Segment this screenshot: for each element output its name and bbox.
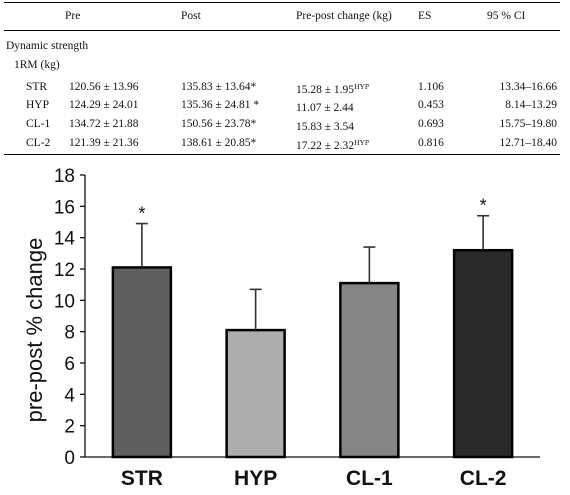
row-group: CL-2 — [26, 137, 51, 149]
row-es: 0.453 — [418, 99, 444, 111]
row-change: 11.07 ± 2.44 — [296, 102, 354, 114]
row-pre: 121.39 ± 21.36 — [69, 137, 139, 149]
bar — [339, 281, 400, 459]
y-tick-label: 10 — [54, 291, 75, 312]
row-change: 15.83 ± 3.54 — [296, 121, 355, 133]
header-post: Post — [181, 10, 201, 22]
x-axis-labels: STR HYP CL-1 CL-2 — [121, 467, 507, 490]
bar — [225, 328, 286, 459]
row-pre: 124.29 ± 24.01 — [69, 99, 139, 111]
row-change: 17.22 ± 2.32HYP — [296, 138, 370, 152]
header-ci: 95 % CI — [487, 10, 526, 22]
row-es: 0.693 — [418, 118, 444, 130]
row-ci: 15.75–19.80 — [499, 118, 558, 130]
table-header-rule — [4, 30, 560, 31]
row-ci: 13.34–16.66 — [499, 81, 558, 93]
x-tick-label: CL-2 — [460, 467, 507, 490]
row-group: CL-1 — [26, 118, 51, 130]
x-tick-label: CL-1 — [346, 467, 393, 490]
table-bottom-rule — [4, 154, 560, 155]
bar — [452, 248, 514, 459]
row-post: 150.56 ± 23.78* — [181, 118, 257, 130]
header-change: Pre-post change (kg) — [296, 10, 392, 22]
y-tick-label: 6 — [64, 354, 75, 375]
row-pre: 134.72 ± 21.88 — [69, 118, 139, 130]
header-es: ES — [418, 10, 432, 22]
y-tick-label: 0 — [64, 448, 75, 469]
row-post: 138.61 ± 20.85* — [181, 137, 257, 149]
y-tick-label: 2 — [64, 417, 75, 438]
row-post: 135.83 ± 13.64* — [181, 81, 257, 93]
significance-marker: * — [480, 196, 487, 216]
y-tick-label: 8 — [64, 323, 75, 344]
row-pre: 120.56 ± 13.96 — [69, 81, 139, 93]
significance-marker: * — [138, 204, 145, 224]
y-tick-label: 16 — [54, 197, 75, 218]
y-tick-label: 14 — [54, 229, 76, 250]
subsection-label: 1RM (kg) — [14, 59, 60, 71]
header-pre: Pre — [65, 10, 81, 22]
row-ci: 8.14–13.29 — [505, 99, 557, 111]
bars-group: * * — [111, 196, 514, 459]
row-change: 15.28 ± 1.95HYP — [296, 82, 370, 96]
table-top-rule — [4, 2, 560, 3]
row-es: 0.816 — [418, 137, 444, 149]
row-es: 1.106 — [418, 81, 444, 93]
row-group: STR — [26, 81, 48, 93]
y-tick-label: 4 — [64, 385, 75, 406]
section-label: Dynamic strength — [6, 40, 89, 52]
x-tick-label: STR — [121, 467, 163, 490]
y-axis: 0 2 4 6 8 10 12 14 16 18 — [54, 166, 540, 469]
y-tick-label: 18 — [54, 166, 75, 187]
bar — [111, 266, 173, 459]
x-tick-label: HYP — [234, 467, 277, 490]
y-axis-label: pre-post % change — [22, 238, 47, 423]
row-post: 135.36 ± 24.81 * — [181, 99, 260, 111]
row-ci: 12.71–18.40 — [499, 137, 558, 149]
y-tick-label: 12 — [54, 260, 75, 281]
row-group: HYP — [26, 99, 50, 111]
